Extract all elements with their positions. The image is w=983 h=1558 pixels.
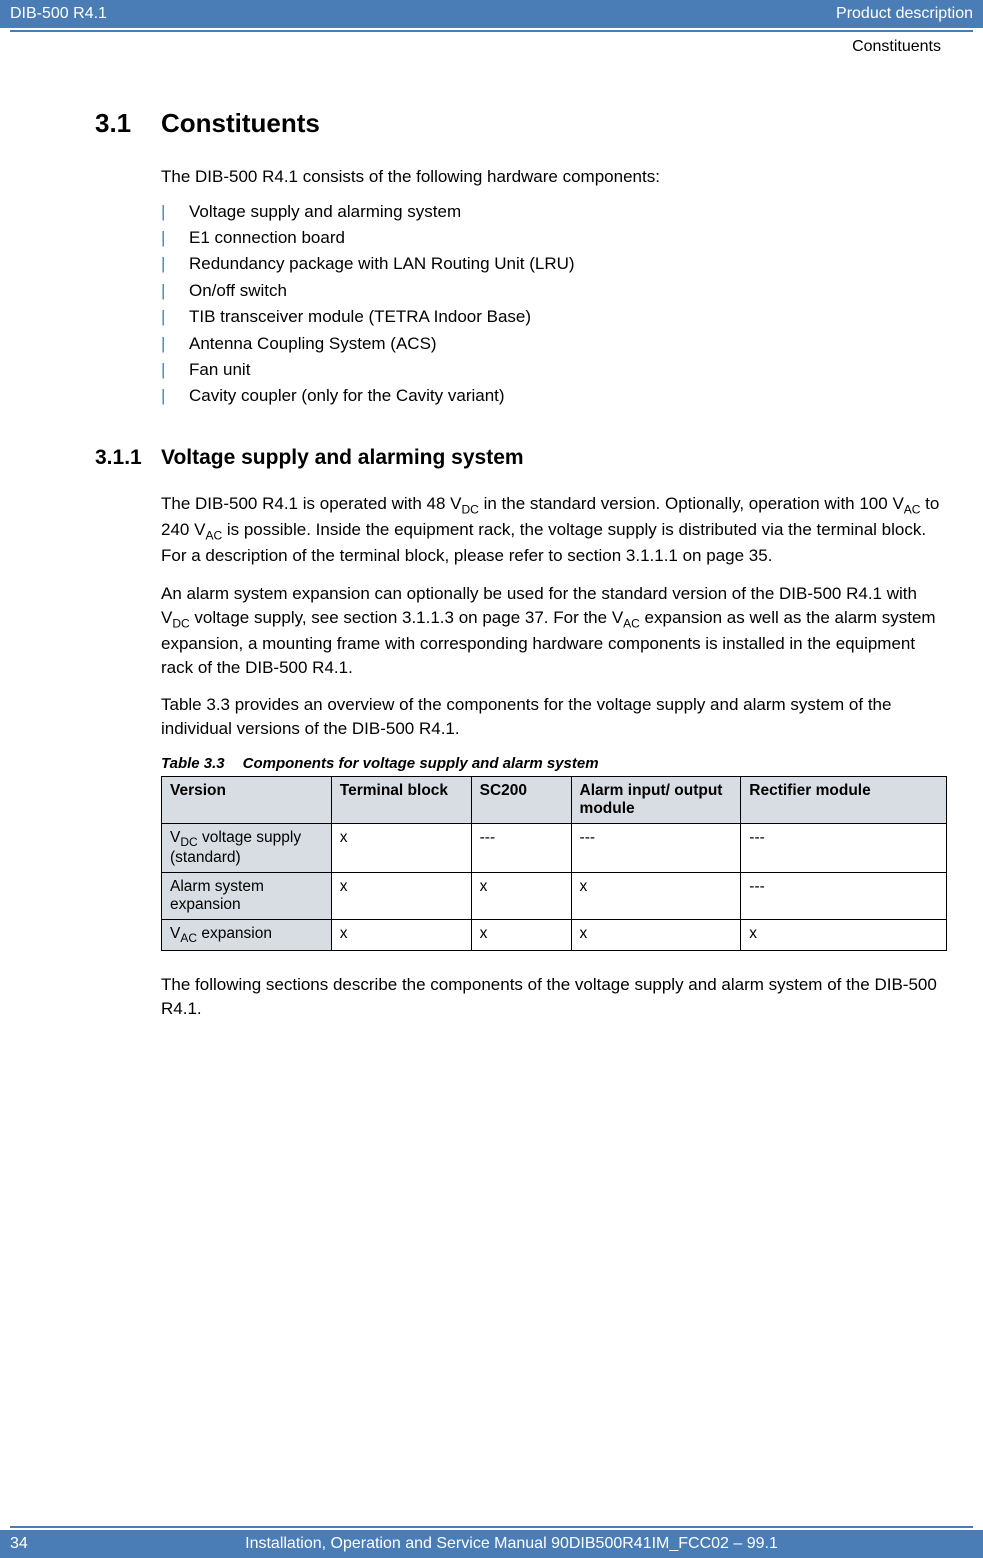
cell: x [571,872,741,919]
bullet-text: TIB transceiver module (TETRA Indoor Bas… [189,304,531,330]
table-header-row: Version Terminal block SC200 Alarm input… [162,776,947,823]
bullet-text: Cavity coupler (only for the Cavity vari… [189,383,505,409]
cell: --- [741,823,947,872]
row-label: Alarm system expansion [162,872,332,919]
cell: --- [571,823,741,872]
bullet-text: On/off switch [189,278,287,304]
header-right: Product description [836,5,973,23]
paragraph-4: The following sections describe the comp… [161,973,941,1021]
table-caption: Table 3.3 Components for voltage supply a… [161,755,941,772]
cell: x [331,919,471,950]
bullet-text: Antenna Coupling System (ACS) [189,331,437,357]
footer-bar: 34 Installation, Operation and Service M… [0,1530,983,1558]
table-row: VAC expansion x x x x [162,919,947,950]
bullet-list: |Voltage supply and alarming system |E1 … [161,199,941,410]
list-item: |Fan unit [161,357,941,383]
bullet-text: Redundancy package with LAN Routing Unit… [189,251,575,277]
section-name: Constituents [161,108,320,139]
paragraph-2: An alarm system expansion can optionally… [161,582,941,680]
bullet-icon: | [161,278,189,304]
subsection-title: 3.1.1 Voltage supply and alarming system [95,446,941,470]
header-subtitle: Constituents [0,32,983,56]
table-row: Alarm system expansion x x x --- [162,872,947,919]
bullet-icon: | [161,225,189,251]
bullet-text: Voltage supply and alarming system [189,199,461,225]
col-terminal-block: Terminal block [331,776,471,823]
col-rectifier: Rectifier module [741,776,947,823]
footer-text: Installation, Operation and Service Manu… [50,1535,973,1553]
cell: x [741,919,947,950]
section-title: 3.1 Constituents [95,108,941,139]
cell: x [471,872,571,919]
table-row: VDC voltage supply (standard) x --- --- … [162,823,947,872]
cell: x [331,823,471,872]
paragraph-1: The DIB-500 R4.1 is operated with 48 VDC… [161,492,941,568]
bullet-icon: | [161,383,189,409]
section-number: 3.1 [95,108,161,139]
footer-overline [10,1526,973,1528]
subsection-number: 3.1.1 [95,446,161,470]
bullet-icon: | [161,331,189,357]
intro-text: The DIB-500 R4.1 consists of the followi… [161,165,941,189]
col-sc200: SC200 [471,776,571,823]
cell: x [471,919,571,950]
row-label: VAC expansion [162,919,332,950]
list-item: |E1 connection board [161,225,941,251]
cell: x [571,919,741,950]
cell: --- [471,823,571,872]
header-bar: DIB-500 R4.1 Product description [0,0,983,28]
page-number: 34 [10,1535,50,1553]
bullet-icon: | [161,357,189,383]
row-label: VDC voltage supply (standard) [162,823,332,872]
header-left: DIB-500 R4.1 [10,5,107,23]
list-item: |Cavity coupler (only for the Cavity var… [161,383,941,409]
list-item: |On/off switch [161,278,941,304]
bullet-icon: | [161,199,189,225]
table-caption-number: Table 3.3 [161,755,225,772]
bullet-text: Fan unit [189,357,250,383]
components-table: Version Terminal block SC200 Alarm input… [161,776,947,951]
table-caption-text: Components for voltage supply and alarm … [243,755,599,772]
cell: x [331,872,471,919]
subsection-name: Voltage supply and alarming system [161,446,524,470]
list-item: |TIB transceiver module (TETRA Indoor Ba… [161,304,941,330]
list-item: |Voltage supply and alarming system [161,199,941,225]
col-alarm-module: Alarm input/ output module [571,776,741,823]
bullet-icon: | [161,304,189,330]
list-item: |Redundancy package with LAN Routing Uni… [161,251,941,277]
bullet-icon: | [161,251,189,277]
col-version: Version [162,776,332,823]
bullet-text: E1 connection board [189,225,345,251]
list-item: |Antenna Coupling System (ACS) [161,331,941,357]
paragraph-3: Table 3.3 provides an overview of the co… [161,693,941,741]
cell: --- [741,872,947,919]
page-content: 3.1 Constituents The DIB-500 R4.1 consis… [0,56,983,1021]
